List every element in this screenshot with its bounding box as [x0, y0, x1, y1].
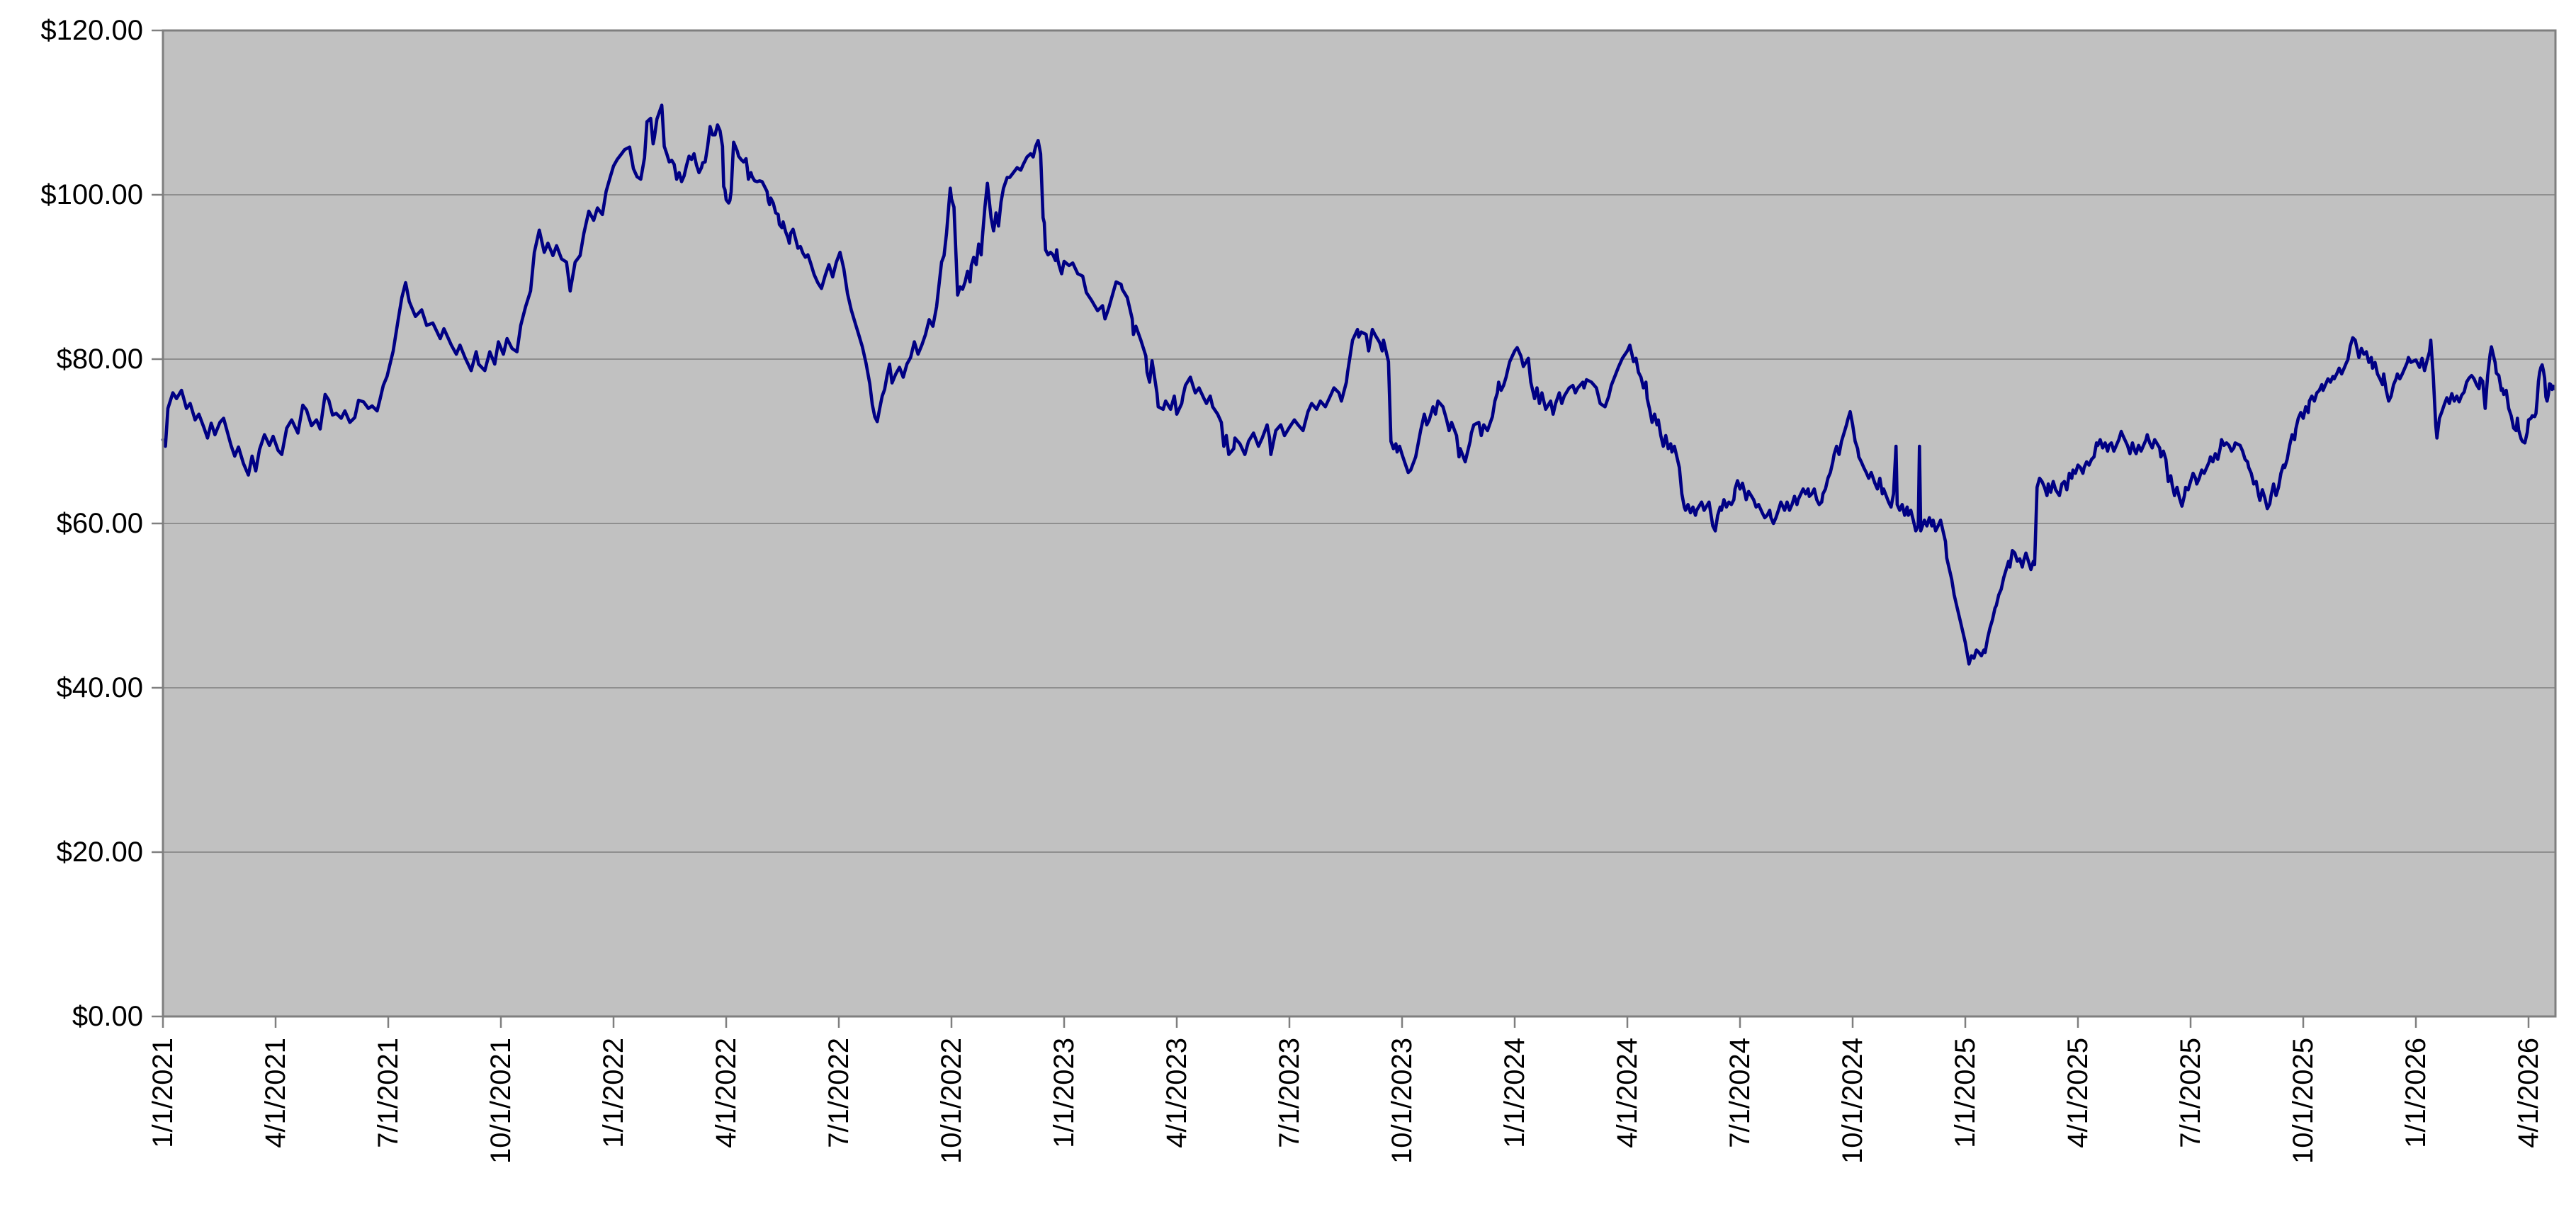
- y-axis-label: $40.00: [57, 672, 143, 703]
- y-axis-label: $80.00: [57, 344, 143, 375]
- x-axis-label: 4/1/2025: [2062, 1038, 2094, 1148]
- y-axis-label: $120.00: [40, 15, 143, 46]
- x-axis-label: 10/1/2024: [1837, 1038, 1868, 1164]
- x-axis-label: 4/1/2024: [1612, 1038, 1643, 1148]
- x-axis-label: 10/1/2023: [1386, 1038, 1418, 1164]
- x-axis-label: 4/1/2023: [1161, 1038, 1192, 1148]
- y-axis-label: $60.00: [57, 508, 143, 539]
- x-axis-label: 1/1/2023: [1049, 1038, 1080, 1148]
- x-axis-label: 7/1/2022: [823, 1038, 854, 1148]
- x-axis-label: 4/1/2022: [711, 1038, 742, 1148]
- x-axis-label: 4/1/2021: [260, 1038, 291, 1148]
- y-axis-label: $100.00: [40, 179, 143, 210]
- x-axis-label: 7/1/2025: [2175, 1038, 2206, 1148]
- x-axis-label: 1/1/2024: [1499, 1038, 1530, 1148]
- x-axis-label: 7/1/2024: [1724, 1038, 1756, 1148]
- x-axis-label: 7/1/2021: [373, 1038, 404, 1148]
- x-axis-label: 10/1/2025: [2288, 1038, 2319, 1164]
- x-axis-label: 1/1/2022: [598, 1038, 629, 1148]
- x-axis-label: 1/1/2025: [1950, 1038, 1981, 1148]
- x-axis-label: 7/1/2023: [1274, 1038, 1305, 1148]
- y-axis-label: $0.00: [72, 1001, 143, 1032]
- x-axis-label: 10/1/2022: [936, 1038, 967, 1164]
- x-axis-label: 1/1/2026: [2400, 1038, 2431, 1148]
- y-axis-label: $20.00: [57, 837, 143, 868]
- x-axis-label: 10/1/2021: [485, 1038, 516, 1164]
- x-axis-label: 4/1/2026: [2513, 1038, 2544, 1148]
- x-axis-label: 1/1/2021: [147, 1038, 179, 1148]
- price-line-series: [161, 103, 2556, 666]
